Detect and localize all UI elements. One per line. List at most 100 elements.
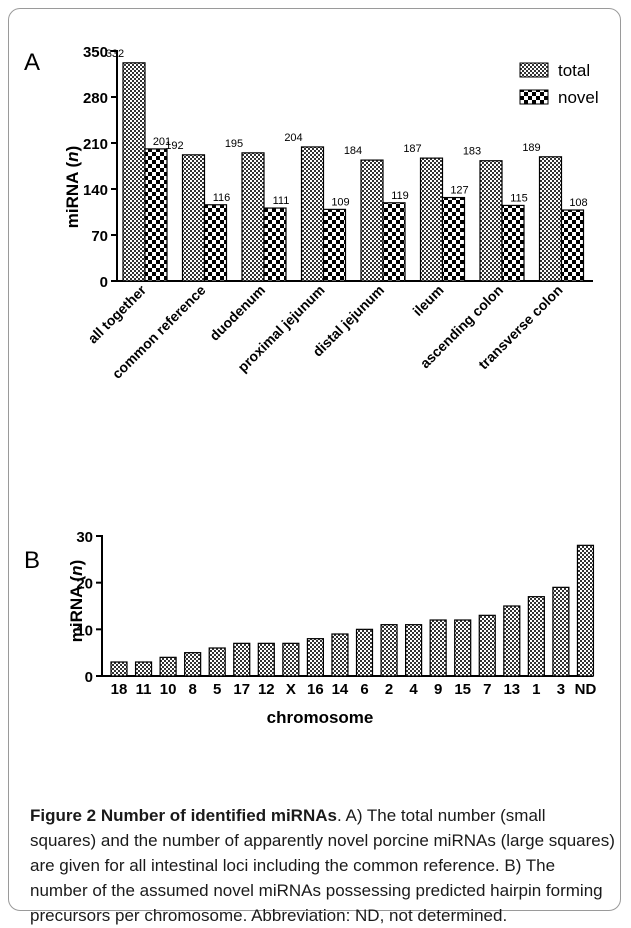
bar-novel-duodenum xyxy=(263,207,287,282)
panel-a-legend: total novel xyxy=(519,61,599,107)
bar-novel-proximal-jejunum xyxy=(322,208,347,282)
panel-b-x-tick-label: 3 xyxy=(557,681,565,698)
bar-total-transverse-colon xyxy=(538,156,563,282)
bar-chromosome-ND xyxy=(576,544,595,677)
legend-swatch-novel xyxy=(519,89,549,105)
bar-total-duodenum xyxy=(241,152,265,282)
bar-chromosome-12 xyxy=(257,642,275,677)
panel-a-y-tick-label: 210 xyxy=(83,136,108,153)
panel-b-x-tick-label: 15 xyxy=(454,681,471,698)
data-label-total: 183 xyxy=(463,146,481,158)
panel-b-x-tick-label: 13 xyxy=(503,681,520,698)
panel-a-y-tick-label: 70 xyxy=(91,228,108,245)
data-label-total: 192 xyxy=(165,140,183,152)
data-label-novel: 116 xyxy=(213,192,231,204)
bar-chromosome-13 xyxy=(503,605,521,677)
data-label-total: 187 xyxy=(403,143,421,155)
bar-total-distal-jejunum xyxy=(360,159,384,282)
panel-b-x-tick-label: 6 xyxy=(360,681,368,698)
data-label-novel: 109 xyxy=(331,196,349,208)
bar-chromosome-9 xyxy=(429,619,447,677)
bar-chromosome-15 xyxy=(454,619,472,677)
caption-text: . A) The total number (small squares) an… xyxy=(30,806,615,925)
bar-chromosome-6 xyxy=(355,628,374,677)
bar-chromosome-3 xyxy=(552,586,570,677)
bar-chromosome-16 xyxy=(306,638,324,677)
bar-chromosome-7 xyxy=(478,614,496,677)
panel-b-x-tick-label: 10 xyxy=(160,681,177,698)
panel-b-x-axis-label: chromosome xyxy=(267,708,374,727)
panel-b-x-tick-label: 2 xyxy=(385,681,393,698)
bar-total-ileum xyxy=(419,157,444,282)
data-label-novel: 108 xyxy=(569,197,587,209)
bar-chromosome-17 xyxy=(233,642,251,677)
bar-chromosome-4 xyxy=(405,624,423,677)
panel-a-y-axis-label: miRNA (n) xyxy=(63,146,82,229)
bar-novel-transverse-colon xyxy=(560,209,585,282)
panel-b-x-tick-label: 14 xyxy=(332,681,349,698)
panel-b-x-tick-label: 4 xyxy=(409,681,418,698)
data-label-novel: 127 xyxy=(450,185,468,197)
panel-a-label: A xyxy=(24,49,40,76)
panel-a-y-tick-label: 280 xyxy=(83,90,108,107)
data-label-total: 189 xyxy=(522,142,540,154)
bar-chromosome-X xyxy=(282,642,300,677)
panel-b-x-tick-label: 12 xyxy=(258,681,275,698)
panel-a-y-tick-label: 140 xyxy=(83,182,108,199)
bar-total-ascending-colon xyxy=(479,160,503,282)
bar-novel-distal-jejunum xyxy=(382,202,406,282)
panel-a-y-tick-label: 350 xyxy=(83,44,108,61)
data-label-total: 332 xyxy=(106,48,124,60)
data-label-novel: 201 xyxy=(153,136,171,148)
panel-b-x-tick-label: 16 xyxy=(307,681,324,698)
panel-b-y-tick-label: 0 xyxy=(85,669,93,686)
bar-novel-ascending-colon xyxy=(501,204,525,282)
panel-b-x-tick-label: 8 xyxy=(188,681,196,698)
bar-total-proximal-jejunum xyxy=(300,146,325,282)
bar-chromosome-10 xyxy=(159,656,177,677)
bar-chromosome-8 xyxy=(184,652,202,677)
data-label-total: 204 xyxy=(284,132,302,144)
panel-b-x-tick-label: 5 xyxy=(213,681,221,698)
bar-chromosome-14 xyxy=(331,633,349,677)
panel-b-x-tick-label: ND xyxy=(575,681,597,698)
bar-chromosome-18 xyxy=(110,661,128,677)
panel-b-y-axis-label: miRNA (n) xyxy=(67,560,86,643)
panel-b-x-tick-label: 9 xyxy=(434,681,442,698)
data-label-novel: 115 xyxy=(510,192,528,204)
bar-novel-ileum xyxy=(441,196,466,282)
data-label-total: 195 xyxy=(225,138,243,150)
panel-b-x-tick-label: X xyxy=(286,681,296,698)
panel-b-y-tick-label: 10 xyxy=(76,622,93,639)
panel-a-y-tick-label: 0 xyxy=(100,274,108,291)
panel-b-x-tick-label: 7 xyxy=(483,681,491,698)
panel-b-x-tick-label: 11 xyxy=(136,681,152,698)
bar-total-common-reference xyxy=(181,154,206,282)
panel-b-y-tick-label: 20 xyxy=(76,576,93,593)
panel-b-x-tick-label: 1 xyxy=(532,681,540,698)
legend-swatch-total xyxy=(519,62,549,78)
data-label-novel: 119 xyxy=(391,190,409,202)
legend-label-novel: novel xyxy=(558,88,599,107)
caption-title: Figure 2 Number of identified miRNAs xyxy=(30,806,337,825)
panel-a-x-tick-label: ileum xyxy=(409,282,446,319)
bar-total-all-together xyxy=(122,62,146,282)
figure-caption: Figure 2 Number of identified miRNAs. A)… xyxy=(30,803,615,928)
panel-b-x-tick-label: 17 xyxy=(233,681,250,698)
bar-chromosome-11 xyxy=(134,661,153,677)
bar-chromosome-2 xyxy=(380,624,398,677)
panel-b-x-tick-label: 18 xyxy=(111,681,128,698)
data-label-novel: 111 xyxy=(273,195,290,207)
panel-b-y-tick-label: 30 xyxy=(76,529,93,546)
bar-novel-common-reference xyxy=(203,204,228,282)
panel-b-label: B xyxy=(24,547,40,574)
panel-a-x-tick-label: duodenum xyxy=(206,282,268,344)
legend-label-total: total xyxy=(558,61,590,80)
bar-novel-all-together xyxy=(144,148,168,282)
data-label-total: 184 xyxy=(344,145,362,157)
bar-chromosome-5 xyxy=(208,647,226,677)
bar-chromosome-1 xyxy=(527,596,545,677)
